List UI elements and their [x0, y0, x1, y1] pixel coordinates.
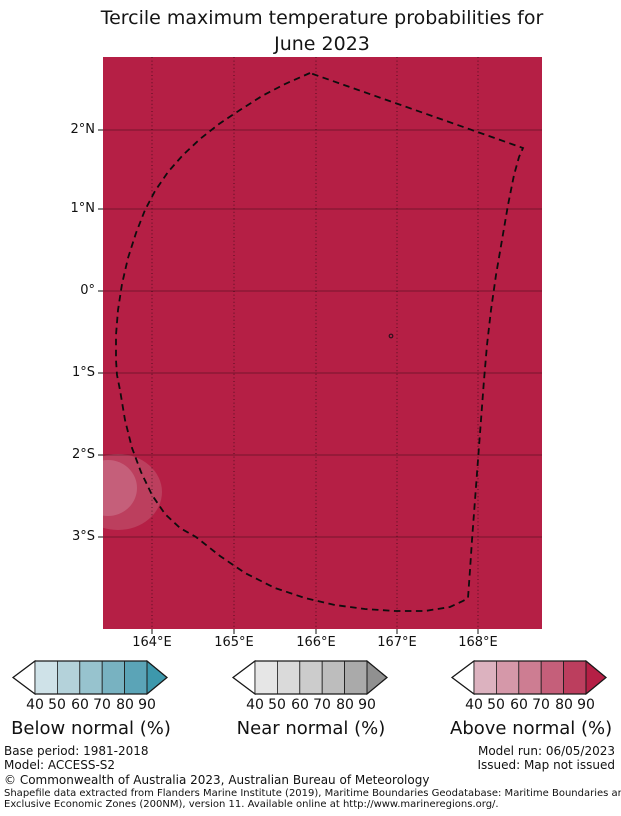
legend-tick: 50 — [48, 697, 66, 713]
legend-tick: 40 — [26, 697, 44, 713]
legend-tick: 90 — [138, 697, 156, 713]
legend-tick: 80 — [555, 697, 573, 713]
x-axis-label-166e: 166°E — [296, 635, 336, 650]
x-axis-label-168e: 168°E — [458, 635, 498, 650]
legend-tick: 70 — [532, 697, 550, 713]
legend-tick: 60 — [510, 697, 528, 713]
x-axis-label-165e: 165°E — [214, 635, 254, 650]
latitude-gridlines — [103, 129, 542, 538]
footer-base-period: Base period: 1981-2018 — [4, 744, 149, 758]
eez-boundary-dashed — [115, 72, 525, 612]
legend-tick: 50 — [268, 697, 286, 713]
legend-tick: 80 — [116, 697, 134, 713]
y-axis-label-2n: 2°N — [70, 122, 96, 137]
legend-tick: 70 — [313, 697, 331, 713]
y-axis-label-0: 0° — [80, 283, 95, 298]
footer-fineprint-line2: Exclusive Economic Zones (200NM), versio… — [4, 799, 499, 810]
map-probability-field — [103, 57, 542, 629]
legend-tick: 40 — [465, 697, 483, 713]
legend-near-label: Near normal (%) — [236, 718, 386, 739]
map-canvas — [98, 57, 542, 634]
legend-below-label: Below normal (%) — [11, 718, 171, 739]
figure-title-line2: June 2023 — [274, 33, 370, 55]
y-axis-label-1s: 1°S — [71, 365, 95, 380]
footer-copyright: © Commonwealth of Australia 2023, Austra… — [4, 773, 430, 787]
probability-contour-70-80 — [103, 460, 137, 516]
legend-above-label: Above normal (%) — [450, 718, 613, 739]
footer-fineprint-line1: Shapefile data extracted from Flanders M… — [4, 788, 621, 799]
footer-model-run: Model run: 06/05/2023 — [477, 744, 615, 758]
legend-tick: 50 — [487, 697, 505, 713]
legend-tick: 90 — [577, 697, 595, 713]
legend-tick: 80 — [336, 697, 354, 713]
y-axis-label-2s: 2°S — [71, 447, 95, 462]
x-axis-label-167e: 167°E — [377, 635, 417, 650]
island-outline — [388, 333, 394, 339]
legend-tick: 90 — [358, 697, 376, 713]
legend-near-normal: 40 50 60 70 80 90 Near normal (%) — [231, 659, 391, 745]
footer-model: Model: ACCESS-S2 — [4, 758, 116, 772]
y-axis-label-1n: 1°N — [70, 201, 96, 216]
legend-near-colorbar — [232, 659, 388, 696]
legend-tick: 70 — [93, 697, 111, 713]
x-axis-label-164e: 164°E — [132, 635, 172, 650]
legend-below-normal: 40 50 60 70 80 90 Below normal (%) — [11, 659, 171, 745]
legend-above-colorbar — [451, 659, 607, 696]
legend-above-normal: 40 50 60 70 80 90 Above normal (%) — [450, 659, 613, 745]
legend-tick: 60 — [71, 697, 89, 713]
y-axis-label-3s: 3°S — [71, 529, 95, 544]
legend-below-colorbar — [12, 659, 168, 696]
footer-issued: Issued: Map not issued — [477, 758, 615, 772]
legend-tick: 40 — [246, 697, 264, 713]
legend-tick: 60 — [291, 697, 309, 713]
axis-ticks — [98, 129, 479, 634]
figure-title-line1: Tercile maximum temperature probabilitie… — [100, 7, 544, 29]
